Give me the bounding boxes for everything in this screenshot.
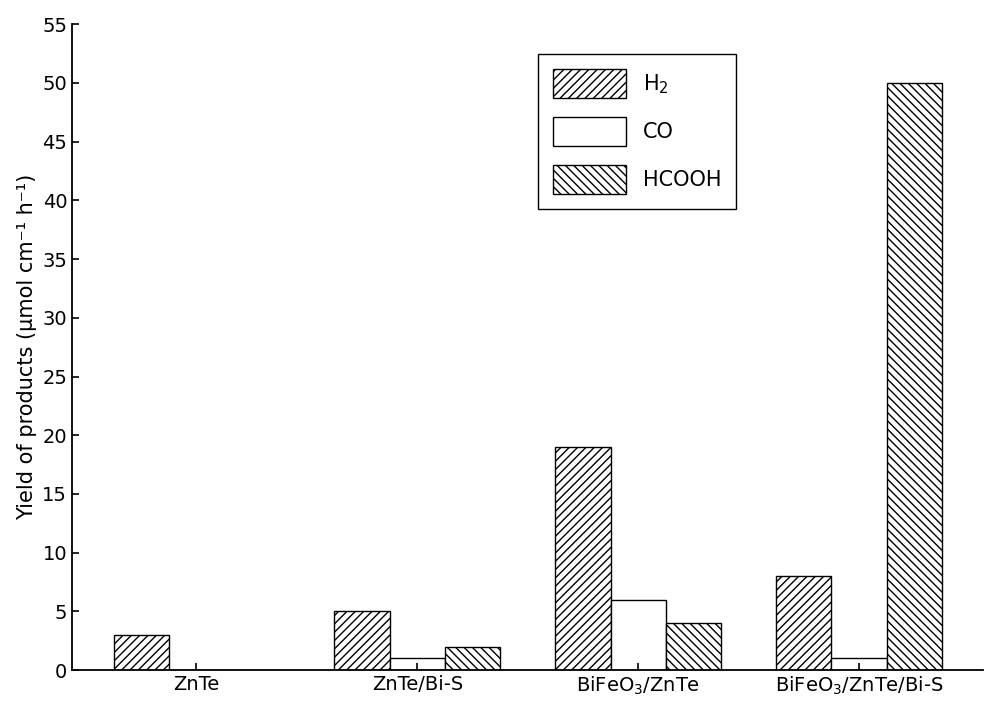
Bar	[776, 576, 831, 670]
Bar	[114, 635, 169, 670]
Y-axis label: Yield of products (μmol cm⁻¹ h⁻¹): Yield of products (μmol cm⁻¹ h⁻¹)	[17, 174, 37, 521]
Bar	[611, 600, 666, 670]
Bar	[555, 447, 611, 670]
Bar	[445, 647, 500, 670]
Bar	[666, 623, 721, 670]
Bar	[334, 611, 390, 670]
Bar	[390, 658, 445, 670]
Legend: H$_2$, CO, HCOOH: H$_2$, CO, HCOOH	[538, 54, 736, 209]
Bar	[887, 83, 942, 670]
Bar	[831, 658, 887, 670]
